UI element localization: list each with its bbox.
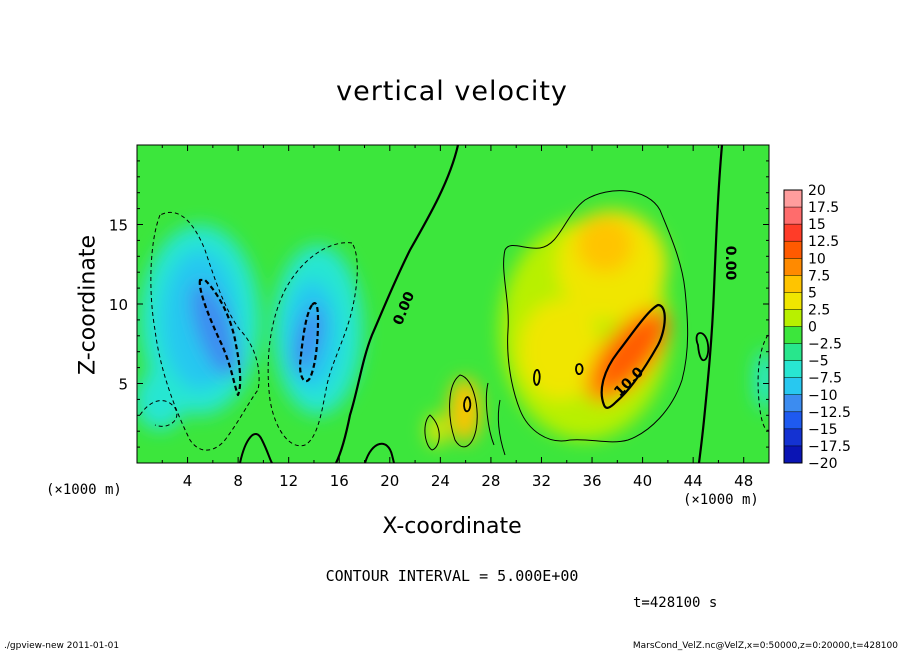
colorbar-label: −5 <box>808 354 829 370</box>
contour-label: 0.00 <box>722 246 738 281</box>
positive-contour-small-6 <box>575 363 584 376</box>
colorbar-label: −17.5 <box>808 439 851 455</box>
positive-contour-small-3 <box>485 382 495 446</box>
colorbar-label: 12.5 <box>808 234 839 250</box>
positive-contour-small-5 <box>533 369 541 386</box>
footer-source: MarsCond_VelZ.nc@VelZ,x=0:50000,z=0:2000… <box>632 641 898 651</box>
x-tick-label: 20 <box>380 472 399 490</box>
positive-contour-small-7 <box>463 396 472 413</box>
colorbar-segment <box>784 394 802 413</box>
colorbar-label: 7.5 <box>808 268 830 284</box>
positive-contour-small-2 <box>424 414 440 451</box>
colorbar-segment <box>784 360 802 379</box>
colorbar-label: 2.5 <box>808 302 830 318</box>
chart-title: vertical velocity <box>336 76 568 107</box>
y-tick-label: 15 <box>109 217 128 235</box>
zero-contour-small <box>695 332 710 361</box>
updraft-upper-core <box>577 217 633 273</box>
colorbar-segment <box>784 207 802 225</box>
x-unit-label-left: (×1000 m) <box>46 482 122 498</box>
x-tick-label: 8 <box>233 472 243 490</box>
colorbar-label: −10 <box>808 388 838 404</box>
colorbar-segment <box>784 224 802 242</box>
colorbar-segment <box>784 411 802 430</box>
x-tick-label: 32 <box>532 472 551 490</box>
y-axis-ticks: 5 10 15 <box>109 160 769 448</box>
x-unit-label-right: (×1000 m) <box>683 492 759 508</box>
positive-contour-10 <box>600 303 666 409</box>
negative-contour-right <box>757 334 769 431</box>
zero-contour-bottom-1 <box>239 433 273 463</box>
x-axis-ticks: 4 8 12 16 20 24 28 32 36 40 44 48 <box>161 145 753 490</box>
colorbar-label: −20 <box>808 456 838 472</box>
negative-contour-center <box>267 242 358 447</box>
downdraft-edge <box>137 370 185 430</box>
positive-contour-5 <box>503 190 689 443</box>
colorbar-segment <box>784 326 802 345</box>
x-tick-label: 16 <box>330 472 349 490</box>
velocity-field <box>137 210 769 446</box>
colorbar-segment <box>784 258 802 276</box>
colorbar-segment <box>784 241 802 259</box>
colorbar-label: −2.5 <box>808 337 842 353</box>
colorbar-label: 20 <box>808 183 826 199</box>
positive-contour-small-4 <box>497 399 506 456</box>
colorbar-label: 10 <box>808 251 826 267</box>
zero-contour-right <box>697 145 724 463</box>
y-tick-label: 5 <box>118 376 128 394</box>
negative-contour-10-center <box>298 302 320 383</box>
x-tick-label: 40 <box>633 472 652 490</box>
colorbar-segment <box>784 309 802 327</box>
x-tick-label: 28 <box>481 472 500 490</box>
small-updraft-2 <box>427 414 447 446</box>
x-tick-label: 36 <box>582 472 601 490</box>
colorbar-segment <box>784 292 802 310</box>
time-label: t=428100 s <box>633 595 718 611</box>
colorbar-label: −12.5 <box>808 405 851 421</box>
negative-contour-edge <box>139 400 178 427</box>
downdraft-right-edge <box>755 350 769 410</box>
colorbar-label: 0 <box>808 320 817 336</box>
colorbar-label: 5 <box>808 285 817 301</box>
footer-command: ./gpview-new 2011-01-01 <box>4 641 120 651</box>
positive-contour-small-1 <box>449 374 478 448</box>
field-blobs <box>137 210 769 446</box>
x-tick-label: 48 <box>734 472 753 490</box>
colorbar-segment <box>784 190 802 208</box>
x-tick-label: 44 <box>684 472 703 490</box>
x-tick-label: 24 <box>431 472 450 490</box>
x-tick-label: 12 <box>279 472 298 490</box>
zero-contour-main <box>335 145 460 463</box>
colorbar-segment <box>784 445 802 464</box>
negative-contour-10-left <box>198 278 242 397</box>
colorbar-segment <box>784 343 802 362</box>
colorbar-segment <box>784 377 802 396</box>
downdraft-center-core <box>293 306 323 374</box>
colorbar-label: −7.5 <box>808 371 842 387</box>
x-axis-label: X-coordinate <box>382 514 522 539</box>
x-tick-label: 4 <box>183 472 193 490</box>
zero-contour-bottom-2 <box>364 442 395 463</box>
colorbar-label: 17.5 <box>808 200 839 216</box>
colorbar-segment <box>784 275 802 293</box>
colorbar-segment <box>784 428 802 447</box>
colorbar-label: −15 <box>808 422 838 438</box>
colorbar-label: 15 <box>808 217 826 233</box>
y-tick-label: 10 <box>109 296 128 314</box>
updraft-core <box>600 318 660 386</box>
contour-interval-label: CONTOUR INTERVAL = 5.000E+00 <box>325 567 579 585</box>
